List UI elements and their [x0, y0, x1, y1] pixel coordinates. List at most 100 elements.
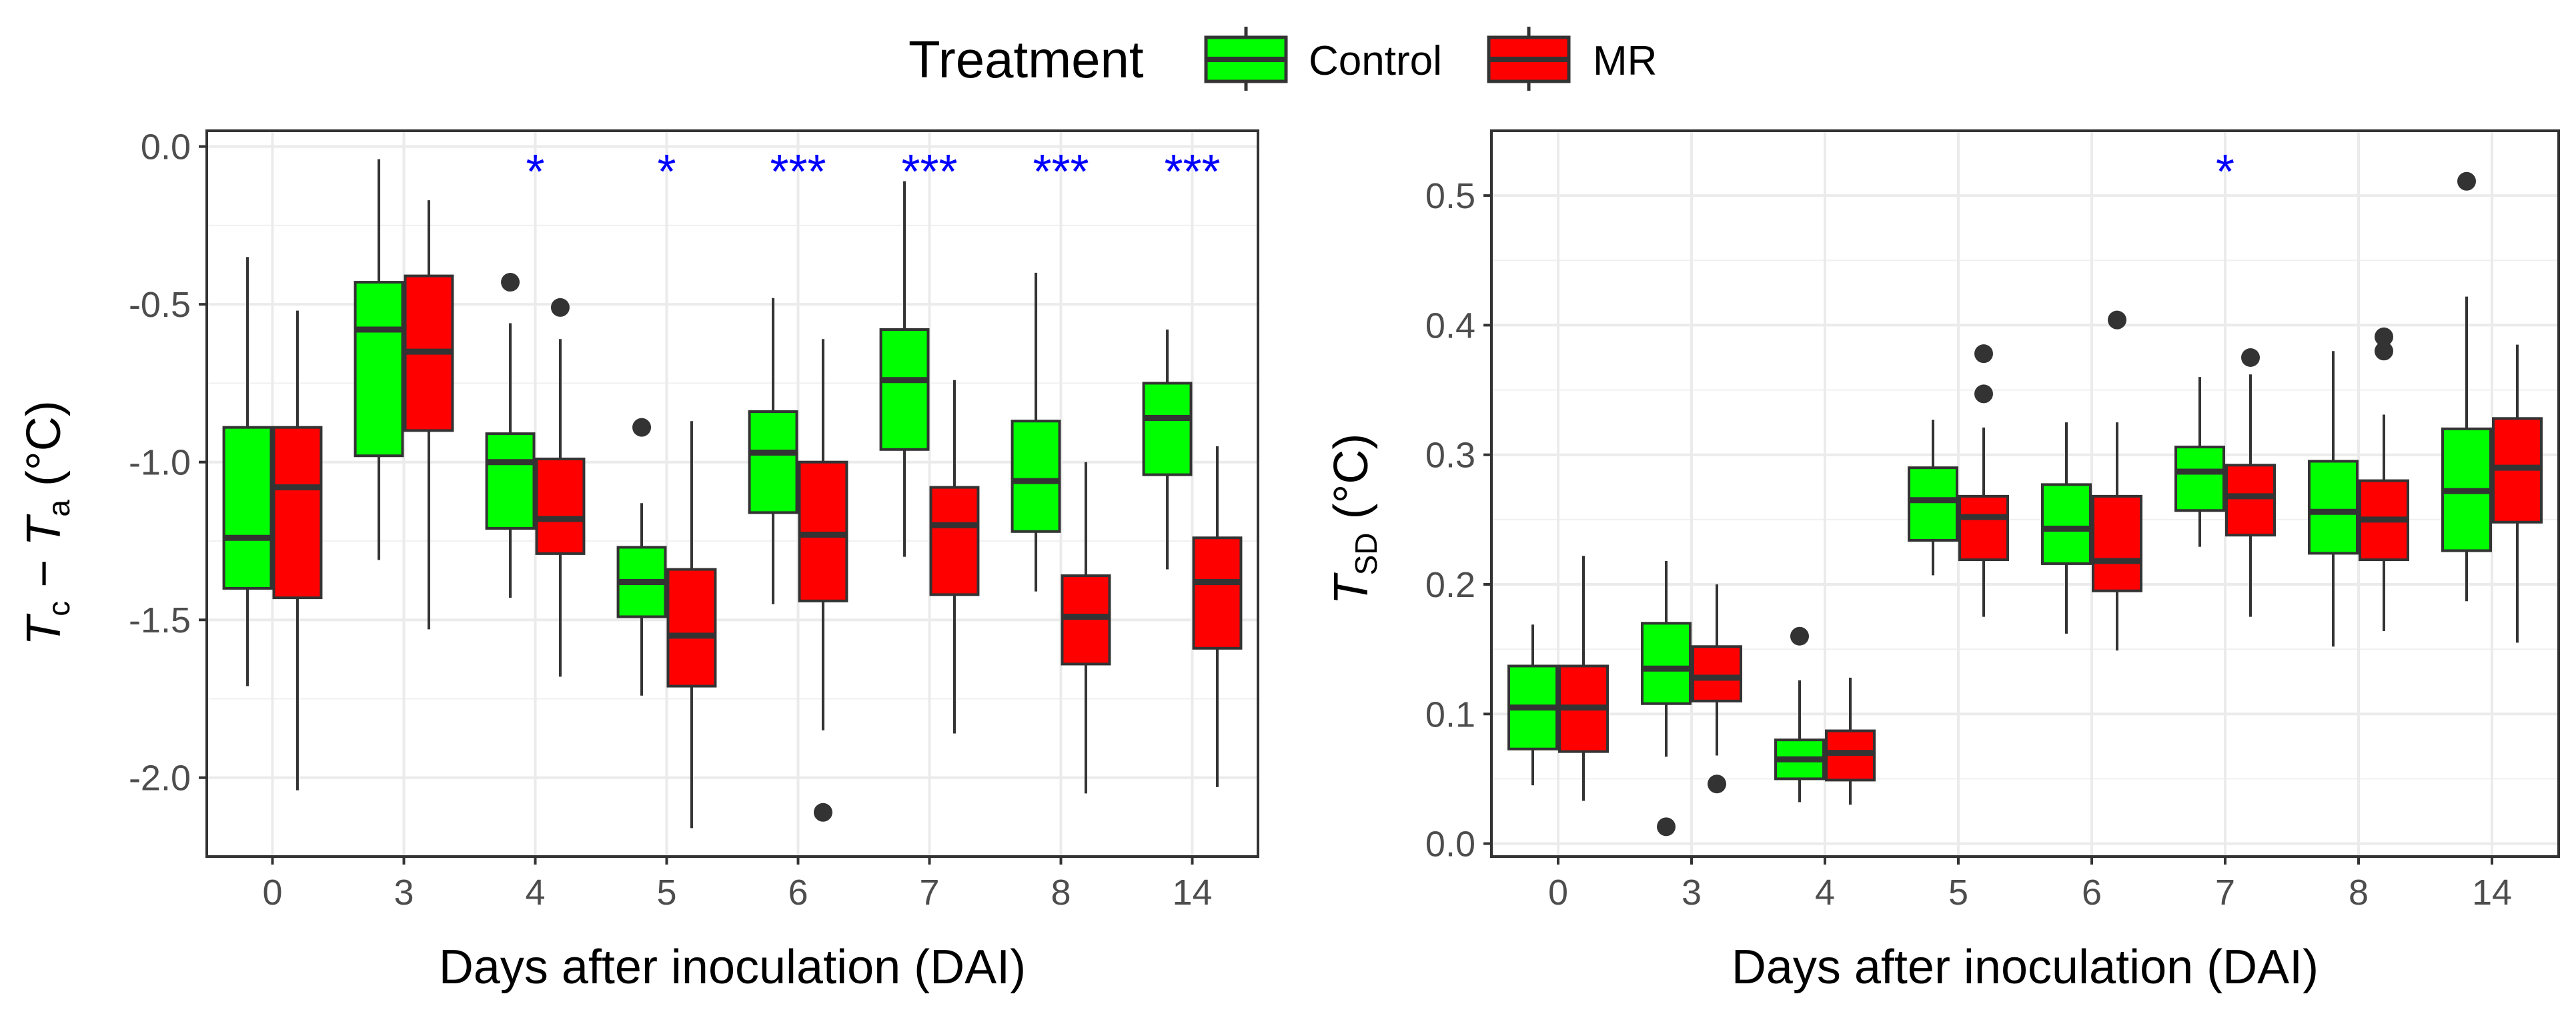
significance-label: * — [657, 145, 676, 199]
significance-label: *** — [1164, 145, 1220, 199]
box-mr-8 — [1061, 462, 1111, 794]
x-tick-label: 3 — [1682, 873, 1702, 913]
significance-label: *** — [770, 145, 826, 199]
x-tick-label: 5 — [656, 873, 676, 913]
y-tick-label: 0.1 — [1425, 694, 1475, 734]
outlier-point — [1974, 344, 1993, 364]
y-tick-label: -1.0 — [129, 443, 191, 483]
y-tick-label: 0.0 — [1425, 825, 1475, 865]
box-iqr — [748, 410, 798, 514]
significance-label: * — [526, 145, 544, 199]
box-control-7 — [2174, 377, 2225, 547]
x-tick-label: 14 — [1172, 873, 1212, 913]
y-axis-title-right: TSD (°C) — [1325, 434, 1383, 605]
box-iqr — [222, 426, 273, 590]
outlier-point — [813, 803, 832, 822]
box-control-3 — [1641, 561, 1692, 837]
box-mr-8 — [2359, 327, 2409, 631]
box-mr-0 — [1558, 556, 1609, 801]
x-tick-label: 4 — [1815, 873, 1835, 913]
y-axis-title-left: Tc − Ta (°C) — [17, 400, 76, 645]
significance-label: *** — [1033, 145, 1089, 199]
legend: Treatment Control MR — [908, 27, 1657, 91]
box-control-4 — [485, 273, 536, 598]
x-tick-label: 0 — [262, 873, 282, 913]
x-tick-label: 0 — [1548, 873, 1568, 913]
x-tick-label: 5 — [1948, 873, 1968, 913]
y-tick-label: 0.3 — [1425, 436, 1475, 476]
y-tick-label: 0.0 — [141, 127, 191, 167]
box-control-14 — [1142, 330, 1193, 570]
box-mr-14 — [1192, 446, 1243, 787]
box-iqr — [1192, 536, 1243, 650]
box-iqr — [535, 457, 586, 555]
plot-border — [1490, 129, 2560, 858]
box-control-5 — [616, 418, 667, 696]
legend-key-mr — [1487, 27, 1571, 91]
chart-left: 0.0-0.5-1.0-1.5-2.00 3 4 5 6 7 8 14* * *** *** *** *… — [129, 127, 1259, 913]
box-mr-6 — [798, 339, 848, 822]
box-mr-3 — [404, 200, 454, 630]
box-iqr — [1692, 645, 1742, 702]
significance-label: * — [2216, 145, 2234, 199]
outlier-point — [501, 273, 520, 292]
legend-key-control — [1204, 27, 1288, 91]
box-mr-14 — [2492, 344, 2543, 643]
x-tick-label: 4 — [525, 873, 545, 913]
x-tick-label: 6 — [2082, 873, 2102, 913]
y-tick-label: 0.5 — [1425, 176, 1475, 216]
outlier-point — [550, 298, 570, 317]
box-mr-4 — [535, 298, 586, 677]
y-tick-label: -2.0 — [129, 758, 191, 799]
box-mr-6 — [2092, 310, 2142, 651]
box-mr-3 — [1692, 584, 1742, 794]
box-iqr — [354, 281, 404, 458]
x-tick-label: 6 — [788, 873, 808, 913]
box-iqr — [879, 328, 930, 451]
box-iqr — [1142, 382, 1193, 476]
box-iqr — [1958, 494, 2009, 562]
box-control-8 — [1011, 272, 1061, 592]
x-tick-label: 3 — [394, 873, 414, 913]
outlier-point — [1708, 775, 1726, 794]
box-control-5 — [1908, 420, 1958, 576]
box-iqr — [1011, 420, 1061, 533]
box-control-8 — [2308, 351, 2359, 647]
legend-title: Treatment — [908, 30, 1144, 89]
x-axis-title-left: Days after inoculation (DAI) — [439, 941, 1026, 994]
legend-label-control: Control — [1309, 38, 1442, 84]
plot-background — [207, 131, 1258, 857]
box-control-0 — [1507, 624, 1558, 786]
box-mr-7 — [2225, 348, 2276, 617]
plot-border — [205, 129, 1259, 858]
box-control-0 — [222, 257, 273, 686]
outlier-point — [1974, 384, 1993, 404]
outlier-point — [632, 418, 652, 437]
box-control-14 — [2441, 171, 2492, 602]
box-mr-4 — [1825, 677, 1876, 805]
x-tick-label: 8 — [2349, 873, 2369, 913]
box-iqr — [929, 486, 980, 596]
x-tick-label: 8 — [1051, 873, 1071, 913]
box-control-3 — [354, 159, 404, 560]
box-iqr — [2041, 483, 2092, 565]
outlier-point — [2457, 171, 2476, 191]
y-tick-label: 0.2 — [1425, 565, 1475, 605]
box-mr-5 — [666, 421, 717, 829]
y-tick-label: -0.5 — [129, 285, 191, 325]
x-axis-title-right: Days after inoculation (DAI) — [1732, 941, 2319, 994]
box-iqr — [2092, 494, 2142, 592]
significance-label: *** — [901, 145, 957, 199]
outlier-point — [2108, 310, 2126, 330]
box-control-4 — [1774, 626, 1825, 803]
box-iqr — [1641, 622, 1692, 705]
y-tick-label: -1.5 — [129, 600, 191, 640]
outlier-point — [2241, 348, 2260, 367]
box-iqr — [1061, 574, 1111, 666]
box-iqr — [798, 460, 848, 602]
outlier-point — [1657, 817, 1676, 837]
outlier-point — [1790, 626, 1809, 646]
outlier-point — [2375, 327, 2393, 346]
chart-right: 0.0 0.1 0.2 0.3 0.4 0.5 0 3 4 5 6 7 8 14 * — [1425, 129, 2560, 913]
box-control-6 — [748, 298, 798, 604]
